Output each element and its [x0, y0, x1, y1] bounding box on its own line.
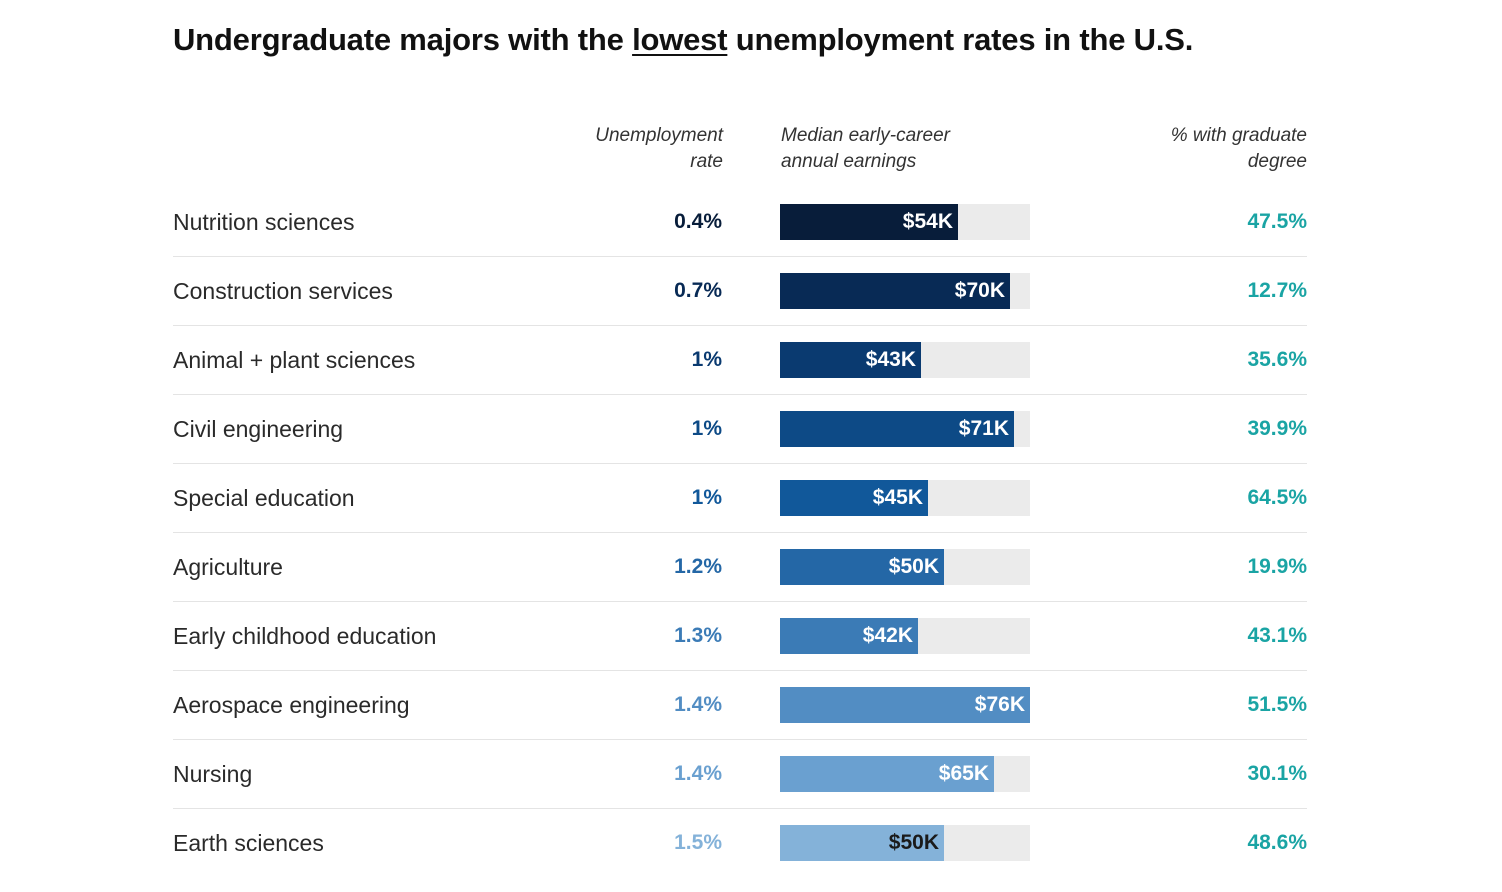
header-earnings-line-2: annual earnings	[781, 151, 917, 172]
header-graduate-line-1: % with graduate	[1170, 125, 1307, 146]
table-row: Aerospace engineering 1.4% $76K 51.5%	[173, 671, 1307, 740]
unemployment-rate-value: 1%	[691, 486, 722, 509]
majors-table: Nutrition sciences 0.4% $54K 47.5% Construct…	[173, 188, 1307, 877]
graduate-degree-value: 47.5%	[1247, 210, 1307, 233]
earnings-bar-label: $70K	[954, 279, 1005, 302]
graduate-degree-value: 35.6%	[1247, 348, 1307, 371]
earnings-bar-track: $42K	[780, 618, 1030, 654]
earnings-bar: $65K	[780, 756, 994, 792]
earnings-bar-label: $43K	[865, 348, 916, 371]
earnings-bar: $42K	[780, 618, 918, 654]
earnings-bar-track: $71K	[780, 411, 1030, 447]
earnings-bar-track: $50K	[780, 549, 1030, 585]
earnings-bar-label: $42K	[862, 624, 913, 647]
title-text-before: Undergraduate majors with the	[173, 22, 633, 57]
table-row: Special education 1% $45K 64.5%	[173, 464, 1307, 533]
header-graduate-line-2: degree	[1247, 151, 1307, 172]
earnings-bar: $50K	[780, 825, 944, 861]
major-label: Animal + plant sciences	[173, 347, 416, 373]
graduate-degree-value: 64.5%	[1247, 486, 1307, 509]
unemployment-rate-value: 1%	[691, 417, 722, 440]
earnings-bar: $71K	[780, 411, 1014, 447]
unemployment-rate-value: 1.3%	[674, 624, 722, 647]
earnings-bar: $76K	[780, 687, 1030, 723]
major-label: Nursing	[173, 761, 253, 787]
table-row: Civil engineering 1% $71K 39.9%	[173, 395, 1307, 464]
major-label: Aerospace engineering	[173, 692, 410, 718]
earnings-bar-label: $71K	[958, 417, 1009, 440]
earnings-bar-label: $54K	[902, 210, 953, 233]
title-emphasis: lowest	[632, 22, 728, 57]
earnings-bar: $50K	[780, 549, 944, 585]
major-label: Construction services	[173, 278, 393, 304]
earnings-bar: $54K	[780, 204, 958, 240]
earnings-bar-track: $45K	[780, 480, 1030, 516]
graduate-degree-value: 19.9%	[1247, 555, 1307, 578]
major-label: Earth sciences	[173, 830, 324, 856]
table-row: Earth sciences 1.5% $50K 48.6%	[173, 809, 1307, 877]
earnings-bar-label: $65K	[938, 762, 989, 785]
header-earnings-line-1: Median early-career	[781, 125, 950, 146]
unemployment-rate-value: 1.5%	[674, 831, 722, 854]
graduate-degree-value: 39.9%	[1247, 417, 1307, 440]
earnings-bar-track: $50K	[780, 825, 1030, 861]
header-unemployment-line-2: rate	[690, 151, 723, 172]
table-row: Construction services 0.7% $70K 12.7%	[173, 257, 1307, 326]
unemployment-rate-value: 1.4%	[674, 762, 722, 785]
major-label: Agriculture	[173, 554, 283, 580]
header-graduate-degree: % with graduate degree	[1171, 123, 1307, 175]
header-unemployment-line-1: Unemployment	[595, 125, 723, 146]
earnings-bar-label: $45K	[872, 486, 923, 509]
chart-title: Undergraduate majors with the lowest une…	[173, 22, 1193, 58]
unemployment-rate-value: 0.7%	[674, 279, 722, 302]
unemployment-rate-value: 1%	[691, 348, 722, 371]
graduate-degree-value: 43.1%	[1247, 624, 1307, 647]
unemployment-rate-value: 1.2%	[674, 555, 722, 578]
major-label: Nutrition sciences	[173, 209, 355, 235]
graduate-degree-value: 12.7%	[1247, 279, 1307, 302]
graduate-degree-value: 30.1%	[1247, 762, 1307, 785]
unemployment-rate-value: 1.4%	[674, 693, 722, 716]
graduate-degree-value: 51.5%	[1247, 693, 1307, 716]
table-row: Agriculture 1.2% $50K 19.9%	[173, 533, 1307, 602]
earnings-bar-label: $50K	[888, 831, 939, 854]
major-label: Early childhood education	[173, 623, 437, 649]
earnings-bar: $70K	[780, 273, 1010, 309]
major-label: Special education	[173, 485, 355, 511]
table-row: Nutrition sciences 0.4% $54K 47.5%	[173, 188, 1307, 257]
earnings-bar-track: $43K	[780, 342, 1030, 378]
earnings-bar-label: $50K	[888, 555, 939, 578]
table-row: Animal + plant sciences 1% $43K 35.6%	[173, 326, 1307, 395]
table-row: Early childhood education 1.3% $42K 43.1%	[173, 602, 1307, 671]
header-unemployment-rate: Unemployment rate	[595, 123, 723, 175]
major-label: Civil engineering	[173, 416, 344, 442]
earnings-bar-track: $54K	[780, 204, 1030, 240]
graduate-degree-value: 48.6%	[1247, 831, 1307, 854]
earnings-bar: $45K	[780, 480, 928, 516]
table-row: Nursing 1.4% $65K 30.1%	[173, 740, 1307, 809]
title-text-after: unemployment rates in the U.S.	[727, 22, 1194, 57]
unemployment-rate-value: 0.4%	[674, 210, 722, 233]
earnings-bar: $43K	[780, 342, 921, 378]
earnings-bar-track: $65K	[780, 756, 1030, 792]
earnings-bar-label: $76K	[974, 693, 1025, 716]
earnings-bar-track: $70K	[780, 273, 1030, 309]
header-earnings: Median early-career annual earnings	[781, 123, 950, 175]
earnings-bar-track: $76K	[780, 687, 1030, 723]
